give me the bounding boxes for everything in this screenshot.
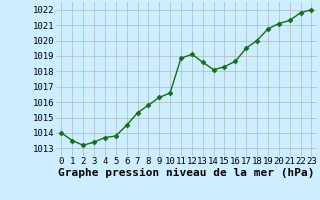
X-axis label: Graphe pression niveau de la mer (hPa): Graphe pression niveau de la mer (hPa) [58, 168, 315, 178]
